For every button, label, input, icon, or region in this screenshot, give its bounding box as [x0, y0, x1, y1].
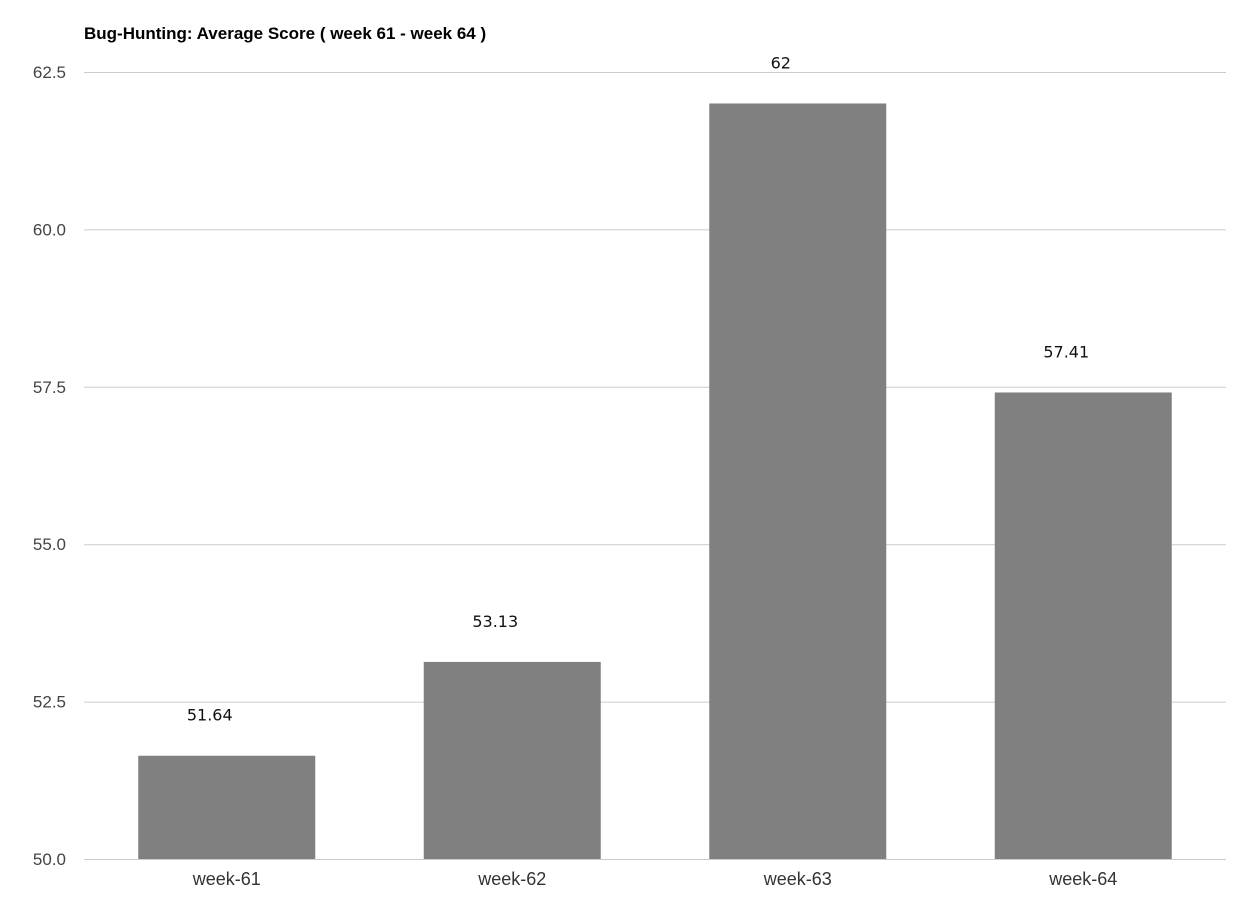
x-category-label: week-64	[1048, 869, 1117, 889]
data-label-week-62: 53.13	[472, 612, 518, 631]
y-tick-label: 55.0	[33, 535, 66, 554]
x-category-label: week-63	[763, 869, 832, 889]
bars	[138, 103, 1172, 860]
x-category-label: week-62	[477, 869, 546, 889]
chart-title: Bug-Hunting: Average Score ( week 61 - w…	[84, 24, 486, 43]
y-tick-label: 57.5	[33, 378, 66, 397]
x-axis-categories: week-61 week-62 week-63 week-64	[192, 869, 1118, 889]
bar-week-63	[709, 103, 887, 860]
data-label-week-64: 57.41	[1043, 342, 1089, 361]
y-tick-label: 62.5	[33, 63, 66, 82]
y-axis-ticks: 50.0 52.5 55.0 57.5 60.0 62.5	[33, 63, 66, 869]
bar-week-61	[138, 755, 316, 859]
x-category-label: week-61	[192, 869, 261, 889]
y-tick-label: 50.0	[33, 850, 66, 869]
data-label-week-63: 62	[771, 53, 791, 72]
data-labels: 51.64 53.13 62 57.41	[187, 53, 1089, 724]
bar-week-62	[423, 661, 601, 859]
bar-week-64	[994, 392, 1172, 859]
y-tick-label: 60.0	[33, 220, 66, 239]
data-label-week-61: 51.64	[187, 706, 233, 725]
y-tick-label: 52.5	[33, 693, 66, 712]
gridlines	[84, 72, 1226, 860]
